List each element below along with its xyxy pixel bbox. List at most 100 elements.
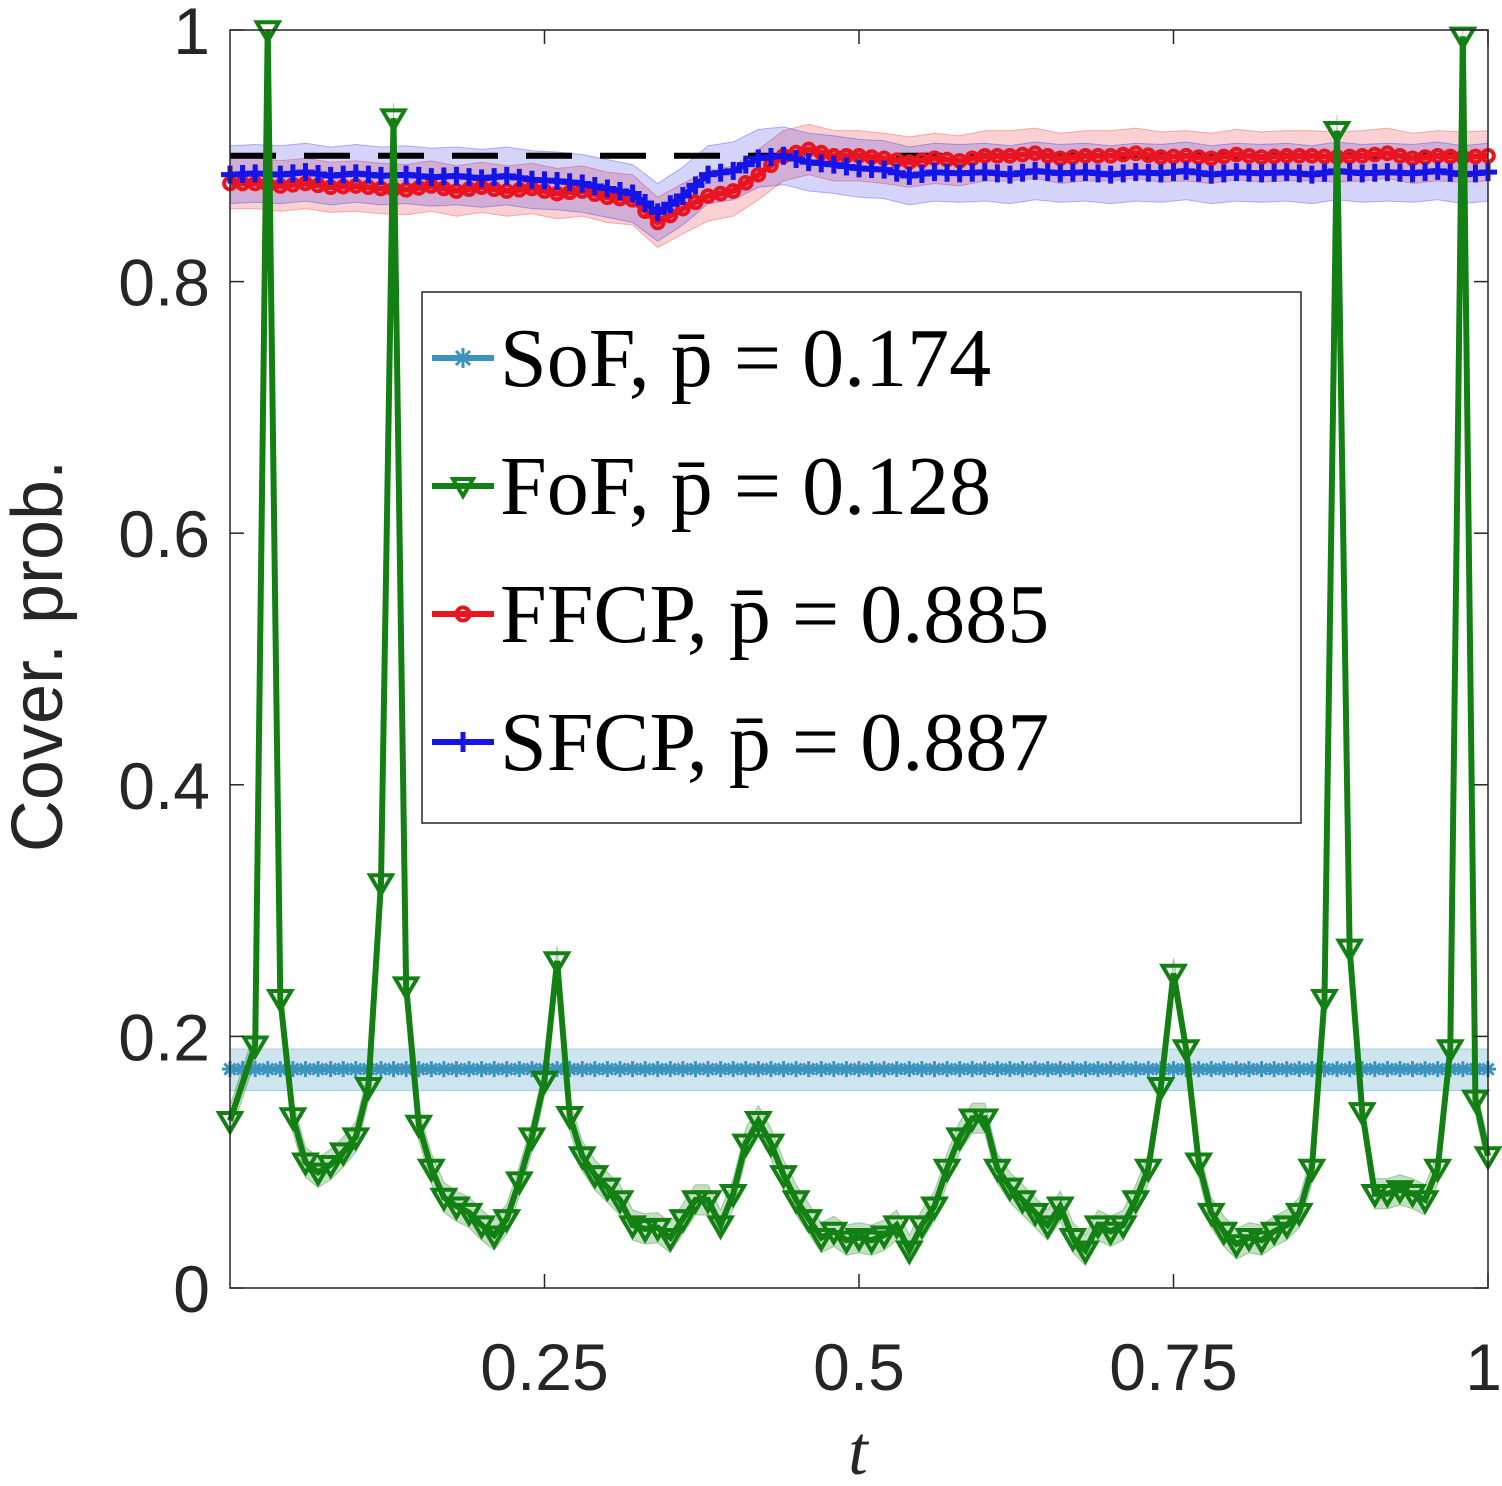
data-point-marker (831, 1230, 861, 1256)
data-point-marker (945, 1127, 975, 1152)
data-point-marker (1052, 1061, 1069, 1078)
data-point-marker (1171, 1039, 1201, 1064)
x-tick-label: 0.75 (1109, 1330, 1237, 1404)
data-point-marker (448, 1061, 465, 1078)
data-point-marker (687, 194, 704, 211)
x-tick-label: 0.5 (813, 1330, 905, 1404)
data-point-marker (1108, 1215, 1138, 1241)
data-point-marker (1316, 1061, 1333, 1078)
data-point-marker (649, 1061, 666, 1078)
data-point-marker (1448, 26, 1478, 52)
data-point-marker (888, 1061, 905, 1078)
legend: SoF, p̄ = 0.174 FoF, p̄ = 0.128 FFCP, p̄ =… (421, 291, 1302, 824)
data-point-marker (869, 1225, 899, 1251)
data-point-marker (385, 1061, 402, 1078)
data-point-marker (875, 160, 894, 179)
data-point-marker (335, 1061, 352, 1078)
data-point-marker (1259, 1221, 1289, 1247)
legend-entry-sfcp: SFCP, p̄ = 0.887 (432, 696, 1049, 789)
series-layer (215, 20, 1502, 1266)
data-point-marker (932, 1158, 962, 1184)
data-point-marker (303, 1162, 333, 1188)
data-point-marker (724, 161, 743, 180)
data-point-marker (366, 873, 396, 898)
data-point-marker (284, 1061, 301, 1078)
data-point-marker (449, 477, 477, 500)
data-point-marker (259, 1061, 276, 1078)
data-point-marker (781, 1190, 811, 1215)
data-point-marker (347, 1061, 364, 1078)
data-point-marker (555, 1105, 585, 1131)
data-point-marker (435, 1061, 452, 1078)
data-point-marker (410, 1061, 427, 1078)
data-point-marker (1064, 1061, 1081, 1078)
axes: 0 0.2 0.4 0.6 0.8 1 0.25 0.5 0.75 1 (118, 0, 1502, 1404)
data-point-marker (1278, 1061, 1295, 1078)
data-point-marker (700, 1061, 717, 1078)
data-point-marker (1391, 1061, 1408, 1078)
data-point-marker (1090, 1061, 1107, 1078)
data-point-marker (693, 1190, 723, 1215)
data-point-marker (1404, 1061, 1421, 1078)
data-point-marker (743, 1110, 773, 1136)
data-point-marker (1221, 1234, 1251, 1259)
data-point-marker (706, 1215, 736, 1241)
data-point-marker (1140, 1061, 1157, 1078)
data-point-marker (1309, 988, 1339, 1014)
data-point-marker (813, 1061, 830, 1078)
data-point-marker (806, 1227, 836, 1253)
data-point-marker (1184, 1152, 1214, 1178)
data-point-marker (567, 1146, 597, 1171)
data-point-marker (580, 1165, 610, 1190)
data-point-marker (1247, 1230, 1277, 1256)
data-point-marker (1203, 1061, 1220, 1078)
data-point-marker (718, 1183, 748, 1209)
data-point-marker (1379, 1061, 1396, 1078)
data-point-marker (1102, 1061, 1119, 1078)
data-point-marker (737, 1061, 754, 1078)
data-point-marker (599, 1061, 616, 1078)
data-point-marker (372, 1061, 389, 1078)
series-fof (215, 20, 1502, 1266)
data-point-marker (1196, 1202, 1226, 1228)
data-point-marker (310, 1061, 327, 1078)
data-point-marker (623, 184, 642, 203)
data-point-marker (1297, 1158, 1327, 1184)
data-point-marker (687, 1061, 704, 1078)
data-point-marker (774, 146, 793, 165)
data-point-marker (316, 1155, 346, 1180)
data-point-marker (1303, 1061, 1320, 1078)
data-point-marker (800, 1061, 817, 1078)
data-point-marker (1045, 1196, 1075, 1222)
data-point-marker (851, 1061, 867, 1078)
data-point-marker (511, 1061, 528, 1078)
data-point-marker (863, 1061, 880, 1078)
data-point-marker (1291, 1061, 1308, 1078)
data-point-marker (240, 1035, 270, 1061)
data-point-marker (756, 1133, 786, 1159)
data-point-marker (234, 1061, 251, 1078)
data-point-marker (611, 1061, 628, 1078)
legend-label: FFCP, p̄ = 0.885 (500, 568, 1049, 661)
y-tick-label: 0.2 (118, 1000, 210, 1074)
data-point-marker (486, 1061, 503, 1078)
data-point-marker (1228, 1061, 1245, 1078)
data-point-marker (272, 1061, 289, 1078)
data-point-marker (995, 1177, 1025, 1203)
data-point-marker (416, 1158, 446, 1184)
data-point-marker (857, 1230, 887, 1256)
data-point-marker (825, 1061, 842, 1078)
data-point-marker (725, 183, 742, 199)
data-point-marker (530, 1070, 559, 1096)
data-point-marker (598, 179, 617, 198)
data-point-marker (498, 1061, 515, 1078)
legend-entry-fof: FoF, p̄ = 0.128 (432, 440, 991, 533)
x-axis-label: t (848, 1413, 869, 1486)
data-point-marker (453, 732, 473, 752)
data-point-marker (574, 1061, 591, 1078)
data-point-marker (731, 1133, 761, 1159)
data-point-marker (887, 163, 906, 182)
data-point-marker (398, 1061, 415, 1078)
data-point-marker (769, 1165, 799, 1190)
